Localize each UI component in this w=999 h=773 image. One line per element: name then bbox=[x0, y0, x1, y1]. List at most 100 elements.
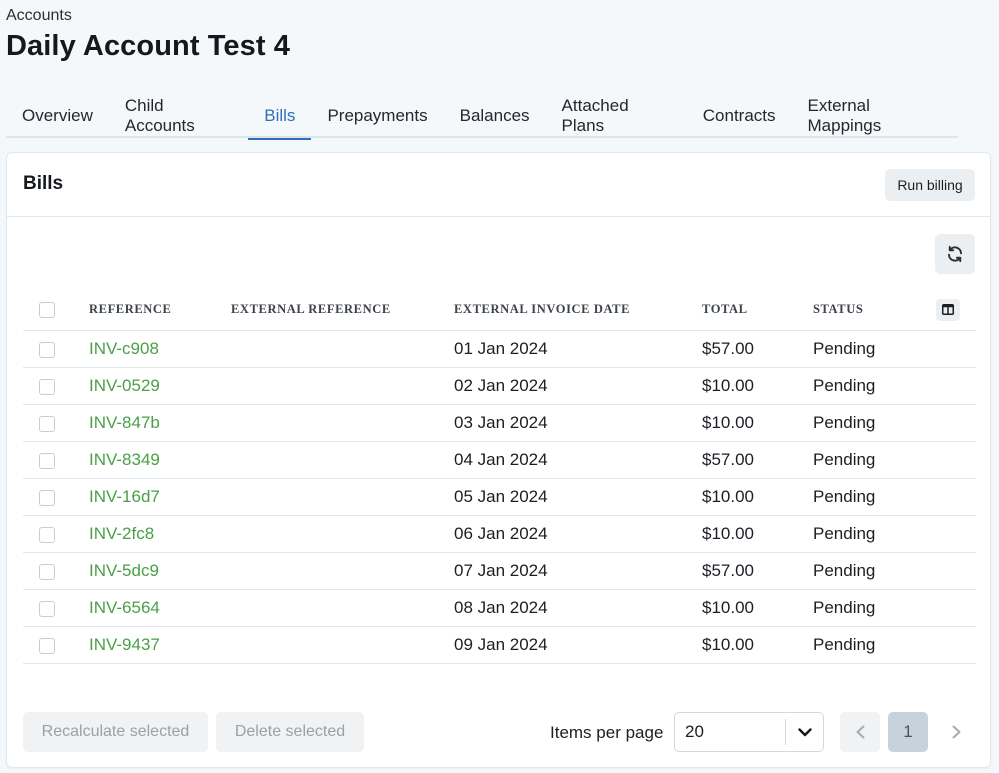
row-end-cell bbox=[933, 367, 976, 405]
tab-bills[interactable]: Bills bbox=[248, 96, 312, 140]
bills-table: REFERENCE EXTERNAL REFERENCE EXTERNAL IN… bbox=[23, 290, 976, 664]
status-cell: Pending bbox=[813, 552, 933, 590]
chevron-right-icon bbox=[952, 725, 960, 739]
header-status[interactable]: STATUS bbox=[813, 290, 933, 331]
columns-icon bbox=[942, 304, 954, 316]
total-cell: $57.00 bbox=[702, 330, 813, 368]
reference-link[interactable]: INV-9437 bbox=[89, 634, 160, 654]
page-button-current[interactable]: 1 bbox=[888, 712, 928, 752]
row-checkbox[interactable] bbox=[39, 342, 55, 359]
header-external-reference[interactable]: EXTERNAL REFERENCE bbox=[231, 290, 454, 331]
header-external-invoice-date[interactable]: EXTERNAL INVOICE DATE bbox=[454, 290, 702, 331]
reference-link[interactable]: INV-847b bbox=[89, 412, 160, 432]
reference-link[interactable]: INV-5dc9 bbox=[89, 560, 159, 580]
reference-link[interactable]: INV-8349 bbox=[89, 449, 160, 469]
run-billing-button[interactable]: Run billing bbox=[885, 169, 975, 201]
row-checkbox-cell bbox=[23, 367, 89, 405]
chevron-left-icon bbox=[856, 725, 864, 739]
row-end-cell bbox=[933, 330, 976, 368]
row-checkbox-cell bbox=[23, 552, 89, 590]
tab-child-accounts[interactable]: Child Accounts bbox=[124, 96, 195, 135]
total-cell: $57.00 bbox=[702, 441, 813, 479]
items-per-page-label: Items per page bbox=[550, 723, 664, 742]
table-row: INV-0529 02 Jan 2024 $10.00 Pending bbox=[23, 367, 976, 405]
reference-cell: INV-6564 bbox=[89, 589, 231, 627]
tab-overview[interactable]: Overview bbox=[22, 106, 93, 125]
next-page-button[interactable] bbox=[936, 712, 976, 752]
select-all-checkbox[interactable] bbox=[39, 301, 55, 318]
row-end-cell bbox=[933, 404, 976, 442]
tab-contracts[interactable]: Contracts bbox=[702, 106, 776, 125]
status-cell: Pending bbox=[813, 515, 933, 553]
table-row: INV-5dc9 07 Jan 2024 $57.00 Pending bbox=[23, 552, 976, 590]
tab-bar: Overview Child Accounts Bills Prepayment… bbox=[6, 96, 958, 140]
external-reference-cell bbox=[231, 330, 454, 368]
previous-page-button[interactable] bbox=[840, 712, 880, 752]
items-per-page-value: 20 bbox=[685, 722, 704, 741]
row-end-cell bbox=[933, 478, 976, 516]
recalculate-selected-button[interactable]: Recalculate selected bbox=[23, 712, 208, 752]
refresh-button[interactable] bbox=[935, 234, 975, 274]
reference-cell: INV-2fc8 bbox=[89, 515, 231, 553]
date-cell: 06 Jan 2024 bbox=[454, 515, 702, 553]
refresh-icon bbox=[948, 245, 962, 263]
status-cell: Pending bbox=[813, 478, 933, 516]
total-cell: $57.00 bbox=[702, 552, 813, 590]
total-cell: $10.00 bbox=[702, 478, 813, 516]
header-reference[interactable]: REFERENCE bbox=[89, 290, 231, 331]
status-cell: Pending bbox=[813, 589, 933, 627]
total-cell: $10.00 bbox=[702, 367, 813, 405]
select-all-cell bbox=[23, 290, 89, 331]
row-checkbox[interactable] bbox=[39, 638, 55, 655]
breadcrumb[interactable]: Accounts bbox=[6, 7, 72, 24]
row-checkbox[interactable] bbox=[39, 601, 55, 618]
header-total[interactable]: TOTAL bbox=[702, 290, 813, 331]
reference-cell: INV-5dc9 bbox=[89, 552, 231, 590]
page-title: Daily Account Test 4 bbox=[6, 30, 291, 62]
external-reference-cell bbox=[231, 589, 454, 627]
reference-link[interactable]: INV-0529 bbox=[89, 375, 160, 395]
row-checkbox-cell bbox=[23, 404, 89, 442]
row-checkbox[interactable] bbox=[39, 453, 55, 470]
reference-cell: INV-c908 bbox=[89, 330, 231, 368]
reference-cell: INV-8349 bbox=[89, 441, 231, 479]
external-reference-cell bbox=[231, 441, 454, 479]
table-header-row: REFERENCE EXTERNAL REFERENCE EXTERNAL IN… bbox=[23, 290, 976, 331]
row-checkbox-cell bbox=[23, 515, 89, 553]
row-end-cell bbox=[933, 515, 976, 553]
row-checkbox[interactable] bbox=[39, 564, 55, 581]
row-checkbox[interactable] bbox=[39, 416, 55, 433]
card-header: Bills Run billing bbox=[7, 153, 990, 217]
row-checkbox-cell bbox=[23, 589, 89, 627]
row-checkbox[interactable] bbox=[39, 379, 55, 396]
row-end-cell bbox=[933, 552, 976, 590]
date-cell: 05 Jan 2024 bbox=[454, 478, 702, 516]
row-checkbox[interactable] bbox=[39, 527, 55, 544]
date-cell: 01 Jan 2024 bbox=[454, 330, 702, 368]
table-row: INV-6564 08 Jan 2024 $10.00 Pending bbox=[23, 589, 976, 627]
reference-link[interactable]: INV-6564 bbox=[89, 597, 160, 617]
row-checkbox-cell bbox=[23, 478, 89, 516]
external-reference-cell bbox=[231, 626, 454, 664]
reference-link[interactable]: INV-2fc8 bbox=[89, 523, 155, 543]
tab-prepayments[interactable]: Prepayments bbox=[327, 106, 428, 125]
date-cell: 03 Jan 2024 bbox=[454, 404, 702, 442]
row-end-cell bbox=[933, 626, 976, 664]
tab-attached-plans[interactable]: Attached Plans bbox=[561, 96, 629, 135]
tab-balances[interactable]: Balances bbox=[459, 106, 530, 125]
reference-link[interactable]: INV-c908 bbox=[89, 338, 159, 358]
items-per-page-select[interactable]: 20 bbox=[674, 712, 824, 752]
columns-button[interactable] bbox=[936, 298, 960, 321]
tab-external-mappings[interactable]: External Mappings bbox=[807, 96, 882, 135]
reference-link[interactable]: INV-16d7 bbox=[89, 486, 160, 506]
reference-cell: INV-16d7 bbox=[89, 478, 231, 516]
date-cell: 08 Jan 2024 bbox=[454, 589, 702, 627]
external-reference-cell bbox=[231, 367, 454, 405]
external-reference-cell bbox=[231, 515, 454, 553]
reference-cell: INV-0529 bbox=[89, 367, 231, 405]
reference-cell: INV-847b bbox=[89, 404, 231, 442]
row-checkbox-cell bbox=[23, 330, 89, 368]
row-checkbox[interactable] bbox=[39, 490, 55, 507]
delete-selected-button[interactable]: Delete selected bbox=[216, 712, 364, 752]
table-row: INV-8349 04 Jan 2024 $57.00 Pending bbox=[23, 441, 976, 479]
